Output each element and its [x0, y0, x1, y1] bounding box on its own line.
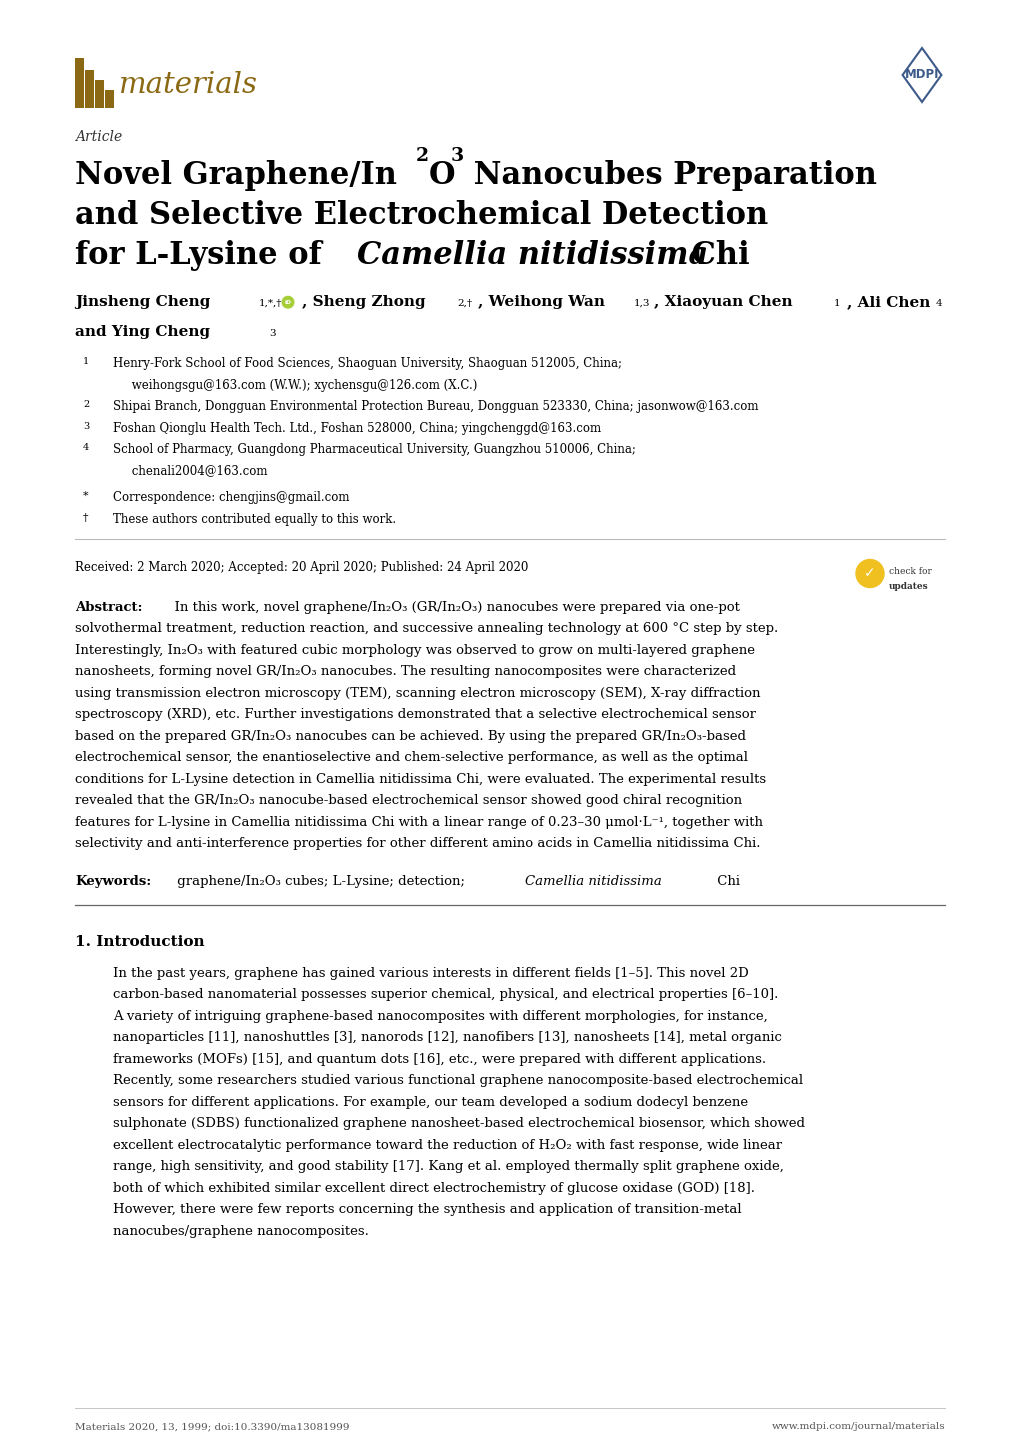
Text: Nanocubes Preparation: Nanocubes Preparation [463, 160, 876, 190]
Text: based on the prepared GR/In₂O₃ nanocubes can be achieved. By using the prepared : based on the prepared GR/In₂O₃ nanocubes… [75, 730, 745, 743]
Text: conditions for L-Lysine detection in ​Camellia nitidissima​ Chi, were evaluated.: conditions for L-Lysine detection in ​Ca… [75, 773, 765, 786]
Text: Keywords:: Keywords: [75, 874, 151, 887]
Text: 2,†: 2,† [457, 298, 472, 309]
Text: Novel Graphene/In: Novel Graphene/In [75, 160, 396, 190]
Text: Henry-Fork School of Food Sciences, Shaoguan University, Shaoguan 512005, China;: Henry-Fork School of Food Sciences, Shao… [113, 358, 622, 371]
Bar [85, 71, 94, 108]
Text: , Weihong Wan: , Weihong Wan [478, 296, 609, 309]
Text: Article: Article [75, 130, 122, 144]
Text: *: * [83, 490, 89, 500]
Text: Materials 2020, 13, 1999; doi:10.3390/ma13081999: Materials 2020, 13, 1999; doi:10.3390/ma… [75, 1422, 350, 1430]
Text: ✓: ✓ [863, 567, 875, 581]
Text: iD: iD [284, 300, 291, 304]
Text: spectroscopy (XRD), etc. Further investigations demonstrated that a selective el: spectroscopy (XRD), etc. Further investi… [75, 708, 755, 721]
Text: These authors contributed equally to this work.: These authors contributed equally to thi… [113, 512, 395, 525]
Text: updates: updates [889, 581, 927, 591]
Text: features for L-lysine in ​Camellia nitidissima​ Chi with a linear range of 0.23–: features for L-lysine in ​Camellia nitid… [75, 816, 762, 829]
Text: using transmission electron microscopy (TEM), scanning electron microscopy (SEM): using transmission electron microscopy (… [75, 686, 760, 699]
Text: , Ali Chen: , Ali Chen [846, 296, 934, 309]
Text: Abstract:: Abstract: [75, 600, 143, 613]
Text: for L-Lysine of: for L-Lysine of [75, 239, 332, 271]
Text: 1,3: 1,3 [634, 298, 650, 309]
Text: Interestingly, In₂O₃ with featured cubic morphology was observed to grow on mult: Interestingly, In₂O₃ with featured cubic… [75, 643, 754, 656]
Text: solvothermal treatment, reduction reaction, and successive annealing technology : solvothermal treatment, reduction reacti… [75, 622, 777, 634]
Text: www.mdpi.com/journal/materials: www.mdpi.com/journal/materials [770, 1422, 944, 1430]
Text: electrochemical sensor, the enantioselective and chem-selective performance, as : electrochemical sensor, the enantioselec… [75, 751, 747, 764]
Text: Received: 2 March 2020; Accepted: 20 April 2020; Published: 24 April 2020: Received: 2 March 2020; Accepted: 20 Apr… [75, 561, 528, 574]
Circle shape [855, 559, 883, 587]
Text: 4: 4 [935, 298, 942, 309]
Text: range, high sensitivity, and good stability [17]. Kang et al. employed thermally: range, high sensitivity, and good stabil… [113, 1159, 784, 1172]
Polygon shape [902, 48, 941, 102]
Text: check for: check for [889, 567, 931, 575]
Text: , Xiaoyuan Chen: , Xiaoyuan Chen [653, 296, 797, 309]
Bar [95, 79, 103, 108]
Text: 3: 3 [269, 329, 275, 337]
Text: nanosheets, forming novel GR/In₂O₃ nanocubes. The resulting nanocomposites were : nanosheets, forming novel GR/In₂O₃ nanoc… [75, 665, 736, 678]
Text: Correspondence: chengjins@gmail.com: Correspondence: chengjins@gmail.com [113, 490, 350, 505]
Text: both of which exhibited similar excellent direct electrochemistry of glucose oxi: both of which exhibited similar excellen… [113, 1181, 754, 1194]
Text: carbon-based nanomaterial possesses superior chemical, physical, and electrical : carbon-based nanomaterial possesses supe… [113, 988, 777, 1001]
Text: Chi: Chi [712, 874, 739, 887]
Text: 3: 3 [83, 421, 90, 431]
Text: Camellia nitidissima: Camellia nitidissima [357, 239, 707, 271]
Text: graphene/In₂O₃ cubes; L-Lysine; detection;: graphene/In₂O₃ cubes; L-Lysine; detectio… [173, 874, 469, 887]
Text: and Ying Cheng: and Ying Cheng [75, 324, 215, 339]
Text: weihongsgu@163.com (W.W.); xychensgu@126.com (X.C.): weihongsgu@163.com (W.W.); xychensgu@126… [113, 378, 477, 391]
Text: However, there were few reports concerning the synthesis and application of tran: However, there were few reports concerni… [113, 1203, 741, 1216]
Text: 1,*,†: 1,*,† [259, 298, 282, 309]
Text: selectivity and anti-interference properties for other different amino acids in : selectivity and anti-interference proper… [75, 836, 760, 849]
Text: excellent electrocatalytic performance toward the reduction of H₂O₂ with fast re: excellent electrocatalytic performance t… [113, 1139, 782, 1152]
Text: nanocubes/graphene nanocomposites.: nanocubes/graphene nanocomposites. [113, 1224, 369, 1237]
Text: 1: 1 [834, 298, 840, 309]
Text: 2: 2 [83, 399, 90, 410]
Text: MDPI: MDPI [904, 69, 938, 82]
Text: 1. Introduction: 1. Introduction [75, 934, 205, 949]
Text: and Selective Electrochemical Detection: and Selective Electrochemical Detection [75, 200, 767, 231]
Bar [75, 58, 84, 108]
Text: 4: 4 [83, 443, 90, 451]
Bar [105, 89, 113, 108]
Text: chenali2004@163.com: chenali2004@163.com [113, 464, 267, 477]
Text: 2: 2 [416, 147, 429, 164]
Text: Jinsheng Cheng: Jinsheng Cheng [75, 296, 215, 309]
Text: Chi: Chi [681, 239, 749, 271]
Text: School of Pharmacy, Guangdong Pharmaceutical University, Guangzhou 510006, China: School of Pharmacy, Guangdong Pharmaceut… [113, 443, 635, 456]
Text: A variety of intriguing graphene-based nanocomposites with different morphologie: A variety of intriguing graphene-based n… [113, 1009, 767, 1022]
Text: Foshan Qionglu Health Tech. Ltd., Foshan 528000, China; yingchenggd@163.com: Foshan Qionglu Health Tech. Ltd., Foshan… [113, 421, 600, 434]
Text: Recently, some researchers studied various functional graphene nanocomposite-bas: Recently, some researchers studied vario… [113, 1074, 802, 1087]
Circle shape [282, 297, 293, 309]
Text: nanoparticles [11], nanoshuttles [3], nanorods [12], nanofibers [13], nanosheets: nanoparticles [11], nanoshuttles [3], na… [113, 1031, 782, 1044]
Text: sensors for different applications. For example, our team developed a sodium dod: sensors for different applications. For … [113, 1096, 747, 1109]
Text: revealed that the GR/In₂O₃ nanocube-based electrochemical sensor showed good chi: revealed that the GR/In₂O₃ nanocube-base… [75, 795, 742, 808]
Text: O: O [428, 160, 454, 190]
Text: materials: materials [119, 71, 258, 99]
Text: †: † [83, 512, 89, 522]
Text: In the past years, graphene has gained various interests in different fields [1–: In the past years, graphene has gained v… [113, 966, 748, 979]
Text: frameworks (MOFs) [15], and quantum dots [16], etc., were prepared with differen: frameworks (MOFs) [15], and quantum dots… [113, 1053, 765, 1066]
Text: 3: 3 [450, 147, 464, 164]
Text: Shipai Branch, Dongguan Environmental Protection Bureau, Dongguan 523330, China;: Shipai Branch, Dongguan Environmental Pr… [113, 399, 758, 412]
Text: , Sheng Zhong: , Sheng Zhong [302, 296, 430, 309]
Text: In this work, novel graphene/In₂O₃ (GR/In₂O₃) nanocubes were prepared via one-po: In this work, novel graphene/In₂O₃ (GR/I… [166, 600, 739, 613]
Text: Camellia nitidissima: Camellia nitidissima [525, 874, 661, 887]
Text: 1: 1 [83, 358, 90, 366]
Text: sulphonate (SDBS) functionalized graphene nanosheet-based electrochemical biosen: sulphonate (SDBS) functionalized graphen… [113, 1118, 804, 1131]
